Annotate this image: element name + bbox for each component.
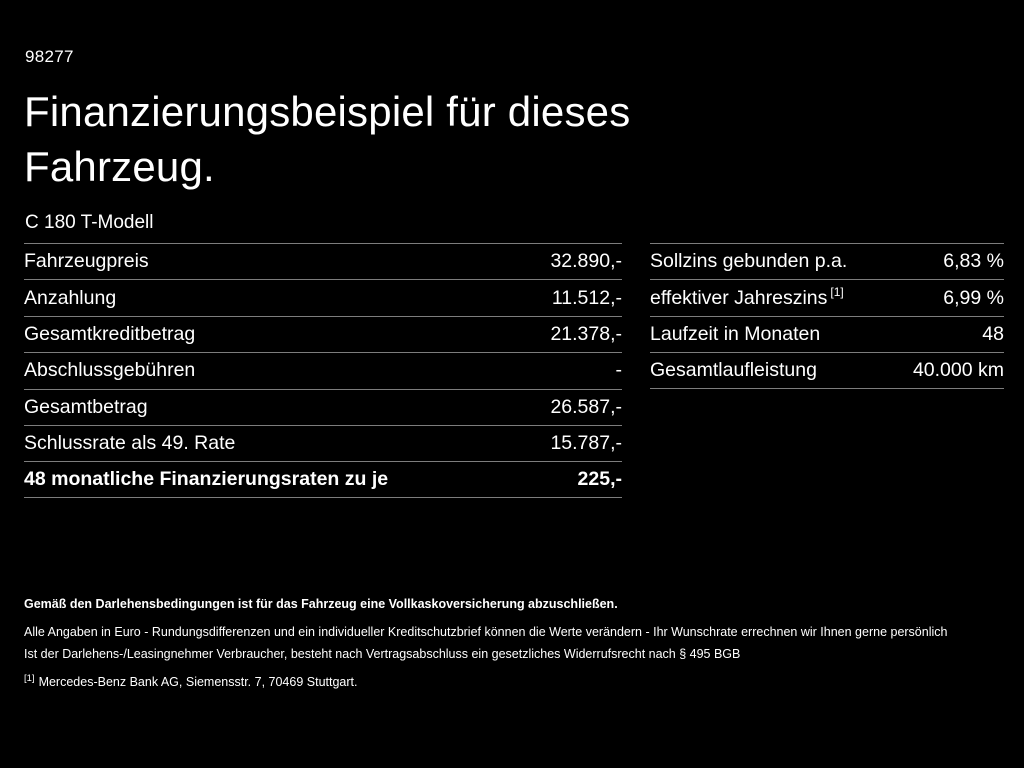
row-value: 6,99 % [943, 286, 1004, 309]
page-title: Finanzierungsbeispiel für dieses Fahrzeug… [24, 84, 630, 194]
insurance-requirement-note: Gemäß den Darlehensbedingungen ist für d… [24, 597, 618, 611]
table-row: Gesamtbetrag 26.587,- [24, 388, 622, 425]
bank-footnote: [1] Mercedes-Benz Bank AG, Siemensstr. 7,… [24, 672, 1004, 690]
table-row: Anzahlung 11.512,- [24, 279, 622, 315]
table-row: Laufzeit in Monaten 48 [650, 315, 1004, 352]
row-value: 40.000 km [912, 358, 1004, 381]
table-row-monthly-rate: 48 monatliche Finanzierungsraten zu je 2… [24, 461, 622, 498]
page-title-line1: Finanzierungsbeispiel für dieses [24, 88, 631, 135]
row-label: Laufzeit in Monaten [650, 322, 821, 345]
row-label: Fahrzeugpreis [24, 250, 149, 273]
row-label: Gesamtlaufleistung [650, 358, 817, 381]
withdrawal-rights-line: Ist der Darlehens-/Leasingnehmer Verbrau… [24, 647, 741, 661]
disclaimer-line: Alle Angaben in Euro - Rundungsdifferenz… [24, 625, 948, 639]
footnote-reference: [1] [830, 285, 844, 300]
vehicle-model: C 180 T-Modell [25, 212, 154, 233]
table-row: Gesamtkreditbetrag 21.378,- [24, 315, 622, 352]
row-value: 32.890,- [550, 250, 622, 273]
table-row: Fahrzeugpreis 32.890,- [24, 243, 622, 279]
row-value: - [615, 359, 623, 382]
row-value: 21.378,- [550, 322, 622, 345]
row-label-text: effektiver Jahreszins [650, 286, 828, 309]
row-value: 26.587,- [550, 395, 622, 418]
row-label: effektiver Jahreszins [1] [650, 285, 844, 310]
table-row: Sollzins gebunden p.a. 6,83 % [650, 243, 1004, 279]
row-value: 15.787,- [550, 432, 622, 455]
financing-details-table: Fahrzeugpreis 32.890,- Anzahlung 11.512,… [24, 243, 622, 498]
financing-tables: Fahrzeugpreis 32.890,- Anzahlung 11.512,… [24, 243, 1004, 498]
row-value: 48 [982, 322, 1004, 345]
row-label: Anzahlung [24, 286, 117, 309]
interest-terms-table: Sollzins gebunden p.a. 6,83 % effektiver… [650, 243, 1004, 389]
legal-footer: Gemäß den Darlehensbedingungen ist für d… [24, 597, 1004, 690]
row-label: Abschlussgebühren [24, 359, 196, 382]
row-label: Gesamtkreditbetrag [24, 322, 196, 345]
row-label: Sollzins gebunden p.a. [650, 250, 848, 273]
row-value: 225,- [577, 468, 622, 491]
row-label: Gesamtbetrag [24, 395, 148, 418]
reference-number: 98277 [25, 47, 74, 66]
row-label: Schlussrate als 49. Rate [24, 432, 236, 455]
page-title-line2: Fahrzeug. [24, 143, 215, 190]
table-row: Gesamtlaufleistung 40.000 km [650, 352, 1004, 389]
table-row: effektiver Jahreszins [1] 6,99 % [650, 279, 1004, 315]
row-value: 11.512,- [551, 286, 622, 309]
row-value: 6,83 % [943, 250, 1004, 273]
footnote-text: Mercedes-Benz Bank AG, Siemensstr. 7, 70… [38, 675, 358, 689]
table-row: Abschlussgebühren - [24, 352, 622, 388]
footnote-marker: [1] [24, 672, 35, 684]
table-row: Schlussrate als 49. Rate 15.787,- [24, 424, 622, 461]
row-label: 48 monatliche Finanzierungsraten zu je [24, 468, 389, 491]
